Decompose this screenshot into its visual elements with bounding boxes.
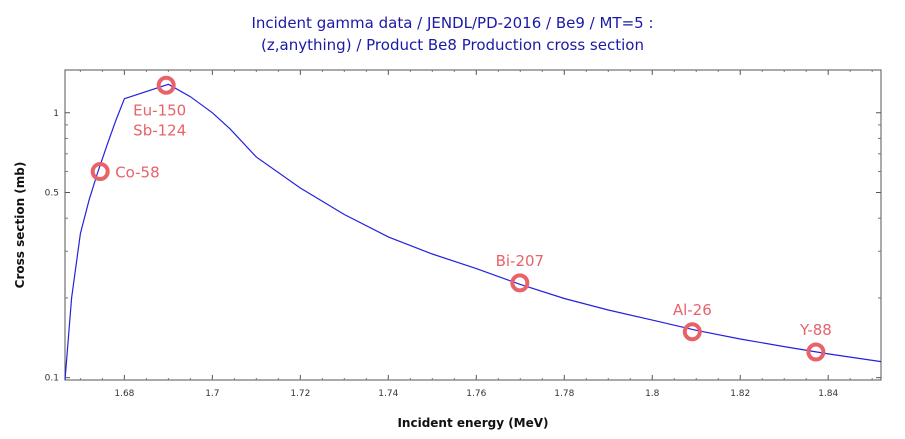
plot-frame: [64, 69, 882, 381]
x-tick-label: 1.84: [818, 389, 838, 399]
annotation-label: Y-88: [799, 321, 832, 339]
x-tick-label: 1.7: [205, 389, 219, 399]
x-axis-ticks: 1.68 1.7 1.72 1.74 1.76 1.78 1.8 1.82 1.84: [79, 70, 873, 399]
marker-ring: [90, 162, 110, 182]
marker-ring: [682, 322, 702, 342]
chart-title-line-1: Incident gamma data / JENDL/PD-2016 / Be…: [251, 14, 654, 32]
marker-ring: [156, 75, 176, 95]
annotation-label: Sb-124: [133, 121, 186, 139]
y-axis-ticks: 0.1 0.5 1: [45, 109, 881, 384]
x-tick-label: 1.74: [378, 389, 398, 399]
series-line: [64, 83, 882, 381]
marker-ring: [806, 342, 826, 362]
chart-title-line-2: (z,anything) / Product Be8 Production cr…: [261, 36, 644, 54]
x-tick-label: 1.78: [554, 389, 574, 399]
x-axis-title: Incident energy (MeV): [397, 416, 548, 430]
y-axis-title: Cross section (mb): [13, 162, 27, 289]
annotation-label: Eu-150: [133, 101, 186, 119]
annotation-label: Al-26: [673, 301, 712, 319]
marker-ring: [510, 273, 530, 293]
x-tick-label: 1.72: [290, 389, 310, 399]
annotations: Co-58 Eu-150 Sb-124 Bi-207 Al-26 Y-88: [90, 75, 832, 362]
x-tick-label: 1.8: [645, 389, 660, 399]
x-tick-label: 1.82: [730, 389, 750, 399]
y-tick-label: 1: [53, 109, 59, 119]
x-tick-label: 1.76: [466, 389, 486, 399]
x-tick-label: 1.68: [114, 389, 134, 399]
annotation-label: Co-58: [115, 164, 159, 182]
y-tick-label: 0.5: [45, 189, 59, 199]
annotation-label: Bi-207: [496, 252, 545, 270]
y-tick-label: 0.1: [45, 374, 59, 384]
